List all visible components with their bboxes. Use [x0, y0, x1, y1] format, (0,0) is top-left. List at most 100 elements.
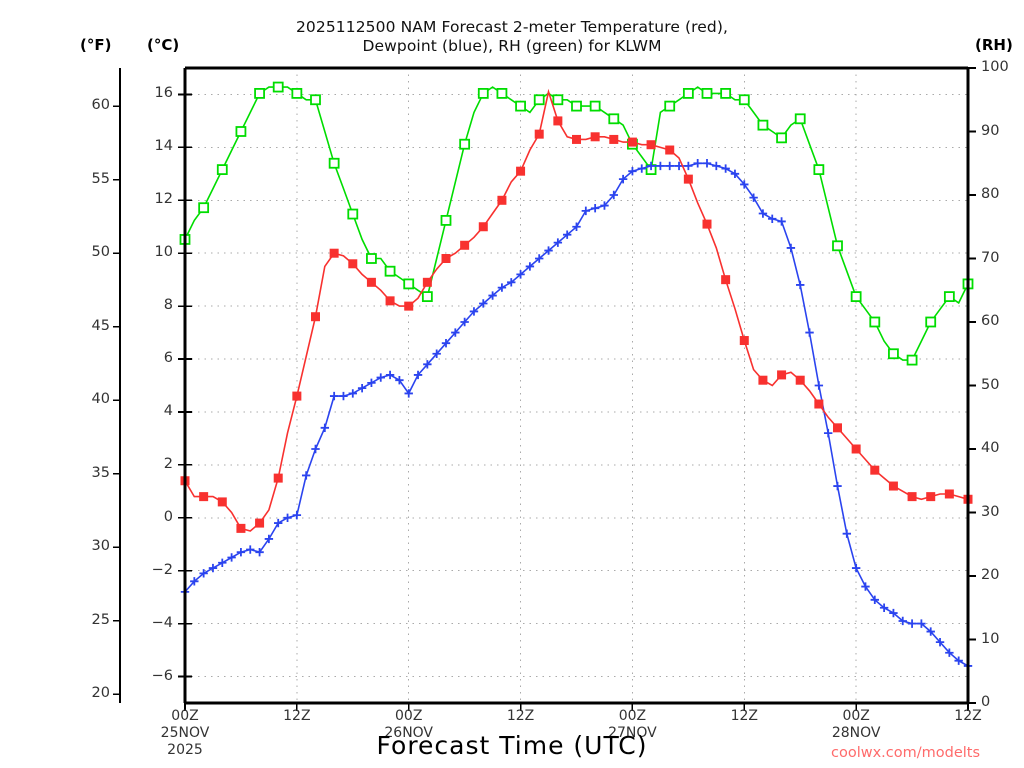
data-point [413, 370, 423, 380]
data-point [757, 119, 769, 131]
data-point [777, 217, 786, 226]
ytick-label-fahrenheit: 60 [91, 97, 110, 114]
data-point [907, 492, 917, 502]
data-point [441, 254, 451, 263]
data-point [589, 100, 601, 112]
data-point [525, 262, 535, 271]
data-point [292, 510, 302, 520]
data-point [720, 88, 732, 99]
series-2-meter-dewpoint [180, 159, 973, 671]
data-point [702, 219, 712, 229]
data-point [421, 291, 433, 303]
ytick-label-celsius: 0 [163, 508, 173, 525]
data-point [348, 389, 357, 398]
data-point [385, 296, 395, 306]
ytick-label-fahrenheit: 35 [91, 464, 110, 481]
ytick-label-celsius: 16 [154, 85, 173, 102]
data-point [348, 259, 358, 269]
xtick-label: 12Z [730, 708, 758, 724]
data-point [738, 94, 750, 106]
data-point [861, 582, 870, 591]
data-point [945, 648, 954, 657]
data-point [478, 222, 488, 232]
ytick-label-rh: 100 [981, 59, 1009, 75]
data-point [423, 360, 432, 369]
data-point [683, 174, 693, 184]
data-point [311, 312, 320, 322]
data-point [665, 161, 674, 171]
xtick-label: 12Z [954, 708, 982, 724]
data-point [814, 381, 824, 390]
data-point [702, 159, 712, 168]
data-point [328, 157, 340, 169]
data-point [870, 595, 879, 605]
ytick-label-fahrenheit: 45 [91, 317, 110, 334]
data-point [608, 113, 620, 125]
data-point [889, 608, 898, 618]
data-point [301, 471, 311, 480]
data-point [832, 240, 843, 252]
data-point [627, 137, 637, 147]
ytick-label-celsius: −6 [151, 667, 173, 684]
data-point [533, 94, 545, 106]
data-point [199, 569, 208, 578]
ytick-label-fahrenheit: 50 [91, 244, 110, 261]
xtick-label: 00Z 27NOV [608, 708, 657, 741]
ytick-label-rh: 90 [981, 122, 1000, 139]
data-point [851, 563, 861, 573]
data-point [869, 316, 881, 328]
data-point [786, 243, 796, 253]
ytick-label-celsius: 8 [163, 297, 173, 314]
data-point [497, 283, 507, 292]
data-point [384, 265, 396, 277]
data-point [208, 563, 218, 573]
data-point [553, 238, 563, 247]
ytick-label-celsius: 12 [154, 191, 173, 208]
data-point [198, 202, 210, 214]
data-point [320, 423, 330, 433]
data-point [656, 161, 665, 171]
data-point [329, 248, 339, 258]
ytick-label-rh: 40 [981, 440, 1000, 456]
data-point [496, 88, 508, 99]
data-point [794, 113, 806, 125]
data-point [254, 88, 265, 99]
data-point [440, 214, 452, 226]
ytick-label-fahrenheit: 25 [91, 611, 110, 628]
data-point [441, 338, 451, 348]
data-point [935, 637, 945, 647]
data-point [777, 370, 787, 380]
data-point [273, 473, 283, 483]
ytick-label-rh: 0 [981, 694, 991, 710]
data-point [814, 399, 824, 409]
chart-title: 2025112500 NAM Forecast 2-meter Temperat… [295, 18, 729, 55]
data-point [385, 370, 395, 380]
data-point [534, 129, 544, 139]
data-point [272, 81, 284, 93]
data-point [497, 195, 507, 205]
data-point [664, 100, 676, 112]
data-point [600, 201, 609, 210]
data-point [339, 391, 348, 401]
data-point [459, 138, 471, 150]
data-point [851, 444, 861, 454]
data-point [227, 553, 236, 562]
data-point [310, 94, 321, 106]
data-point [246, 545, 255, 554]
ytick-label-fahrenheit: 30 [91, 538, 110, 555]
data-point [366, 253, 377, 264]
data-point [479, 299, 488, 308]
data-point [236, 547, 246, 557]
data-point [693, 159, 702, 168]
data-point [805, 328, 814, 337]
data-point [581, 206, 591, 216]
data-point [218, 558, 227, 567]
data-point [376, 373, 385, 382]
data-point [850, 291, 862, 303]
data-point [255, 518, 265, 528]
ytick-label-fahrenheit: 40 [91, 391, 110, 408]
data-point [572, 222, 581, 231]
data-point [216, 164, 228, 176]
